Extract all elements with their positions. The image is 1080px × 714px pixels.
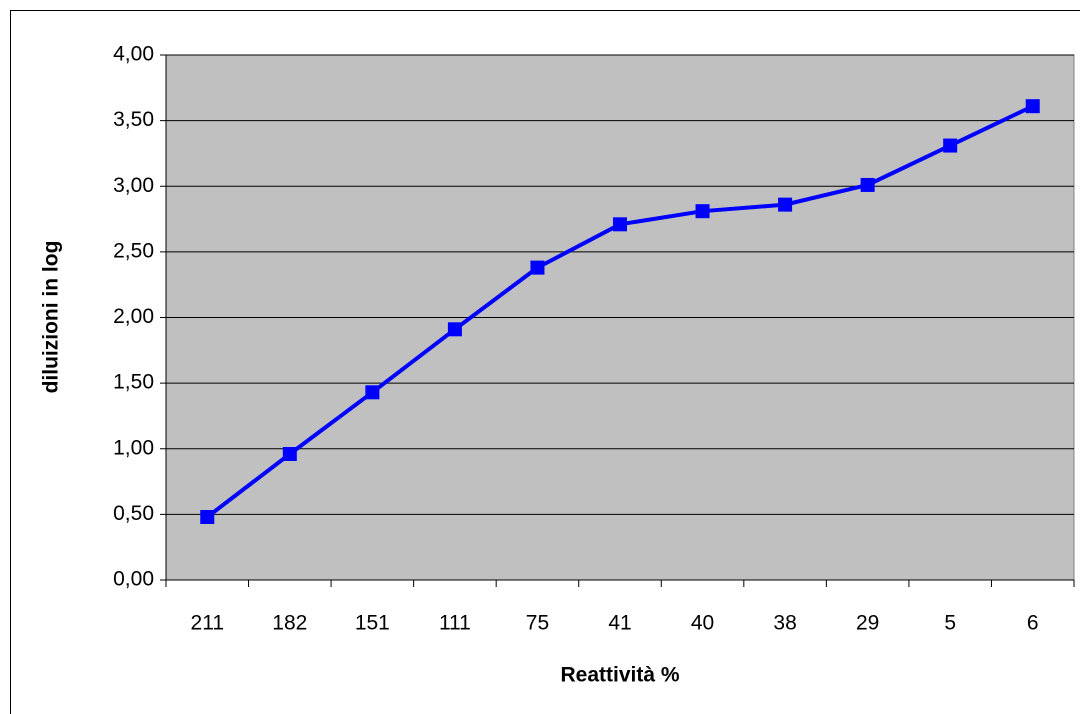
- y-tick-label: 3,50: [113, 108, 154, 131]
- y-tick-label: 1,00: [113, 436, 154, 459]
- y-tick-label: 2,50: [113, 239, 154, 262]
- x-tick-label: 6: [1027, 612, 1039, 635]
- x-tick-label: 41: [608, 612, 631, 635]
- marker: [1025, 99, 1040, 114]
- y-tick-label: 0,50: [113, 502, 154, 525]
- y-tick-label: 3,00: [113, 174, 154, 197]
- x-tick-label: 38: [773, 612, 796, 635]
- y-tick-label: 0,00: [113, 568, 154, 591]
- marker: [530, 260, 545, 275]
- y-axis-title: diluizioni in log: [40, 241, 63, 394]
- marker: [860, 177, 875, 192]
- x-tick-label: 5: [944, 612, 956, 635]
- chart-border: [10, 10, 1080, 714]
- x-axis-title: Reattività %: [560, 664, 679, 687]
- marker: [447, 322, 462, 337]
- marker: [613, 217, 627, 232]
- x-tick-label: 75: [526, 612, 549, 635]
- x-tick-label: 40: [691, 612, 714, 635]
- marker: [200, 510, 215, 524]
- x-tick-label: 111: [439, 612, 471, 635]
- x-tick-label: 151: [355, 612, 390, 635]
- marker: [365, 385, 380, 400]
- x-tick-label: 211: [191, 612, 224, 635]
- y-tick-label: 4,00: [113, 43, 154, 66]
- y-tick-label: 1,50: [113, 371, 154, 394]
- marker: [778, 197, 793, 212]
- y-tick-label: 2,00: [113, 305, 154, 328]
- marker: [282, 447, 297, 461]
- marker: [943, 138, 958, 153]
- marker: [695, 204, 710, 219]
- x-tick-label: 29: [856, 612, 879, 635]
- x-tick-label: 182: [272, 612, 307, 635]
